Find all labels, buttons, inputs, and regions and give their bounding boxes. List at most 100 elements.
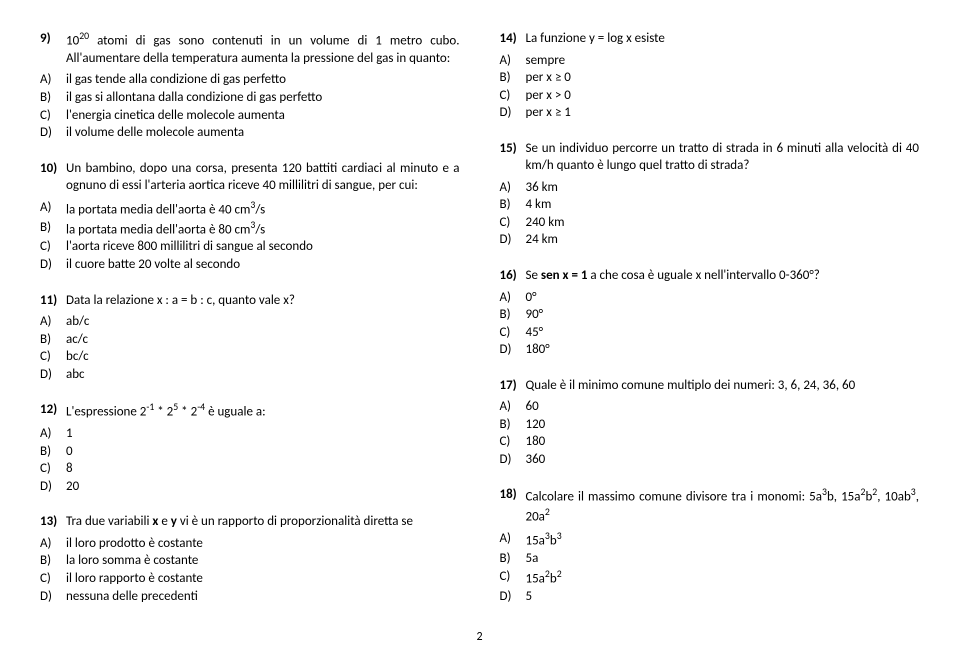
option: A)1 [40,425,460,443]
question: 14)La funzione y = log x esisteA)sempreB… [500,30,920,122]
option-text: la portata media dell'aorta è 80 cm3/s [66,219,460,239]
option-text: 1 [66,425,460,443]
option: B)4 km [500,196,920,214]
option-letter: D) [40,478,66,496]
question-number: 12) [40,401,66,421]
option-text: 120 [526,416,920,434]
option-letter: D) [40,256,66,274]
options: A)il gas tende alla condizione di gas pe… [40,71,460,141]
question: 15)Se un individuo percorre un tratto di… [500,140,920,249]
option-letter: C) [40,570,66,588]
question: 11)Data la relazione x : a = b : c, quan… [40,292,460,384]
option-letter: A) [40,199,66,219]
option: D)nessuna delle precedenti [40,588,460,606]
options: A)15a3b3B)5aC)15a2b2D)5 [500,530,920,605]
option-letter: B) [40,552,66,570]
option-letter: C) [40,107,66,125]
option: C)per x > 0 [500,87,920,105]
question-text: Calcolare il massimo comune divisore tra… [526,486,920,526]
option-text: il cuore batte 20 volte al secondo [66,256,460,274]
option-text: ac/c [66,331,460,349]
option-letter: A) [500,179,526,197]
option: B)il gas si allontana dalla condizione d… [40,89,460,107]
question: 17)Quale è il minimo comune multiplo dei… [500,377,920,469]
options: A)0°B)90°C)45°D)180° [500,289,920,359]
option: D)180° [500,341,920,359]
option-letter: B) [40,331,66,349]
option-text: 36 km [526,179,920,197]
option-text: la portata media dell'aorta è 40 cm3/s [66,199,460,219]
option: A)0° [500,289,920,307]
option-letter: D) [500,588,526,606]
option-text: 45° [526,324,920,342]
option: D)360 [500,451,920,469]
option-letter: A) [500,398,526,416]
question-text: La funzione y = log x esiste [526,30,920,48]
question-text: Un bambino, dopo una corsa, presenta 120… [66,160,460,195]
option: A)15a3b3 [500,530,920,550]
question-header: 17)Quale è il minimo comune multiplo dei… [500,377,920,395]
question-number: 10) [40,160,66,195]
question-number: 14) [500,30,526,48]
page-number: 2 [40,629,919,645]
option: C)8 [40,460,460,478]
option: A)il loro prodotto è costante [40,535,460,553]
option-text: per x > 0 [526,87,920,105]
option-text: per x ≥ 0 [526,69,920,87]
option-letter: D) [500,341,526,359]
option-letter: C) [40,460,66,478]
option-letter: A) [40,71,66,89]
option-text: 90° [526,306,920,324]
option: B)90° [500,306,920,324]
option-letter: C) [500,433,526,451]
question-text: L'espressione 2-1 * 25 * 2-4 è uguale a: [66,401,460,421]
question-header: 9)1020 atomi di gas sono contenuti in un… [40,30,460,67]
option-text: 360 [526,451,920,469]
option-text: abc [66,366,460,384]
option-text: 24 km [526,231,920,249]
option-letter: D) [500,104,526,122]
option-letter: A) [500,52,526,70]
option: B)5a [500,550,920,568]
option: C)l'energia cinetica delle molecole aume… [40,107,460,125]
option: A)36 km [500,179,920,197]
options: A)la portata media dell'aorta è 40 cm3/s… [40,199,460,274]
option-letter: B) [500,306,526,324]
option-text: 5a [526,550,920,568]
question-header: 11)Data la relazione x : a = b : c, quan… [40,292,460,310]
option: A)sempre [500,52,920,70]
option: B)per x ≥ 0 [500,69,920,87]
option: A)il gas tende alla condizione di gas pe… [40,71,460,89]
question-header: 10)Un bambino, dopo una corsa, presenta … [40,160,460,195]
question: 18)Calcolare il massimo comune divisore … [500,486,920,605]
option: D)20 [40,478,460,496]
options: A)sempreB)per x ≥ 0C)per x > 0D)per x ≥ … [500,52,920,122]
option-letter: D) [500,231,526,249]
question-text: Tra due variabili x e y vi è un rapporto… [66,513,460,531]
option-text: la loro somma è costante [66,552,460,570]
option-letter: A) [40,313,66,331]
question-number: 18) [500,486,526,526]
option-text: nessuna delle precedenti [66,588,460,606]
option-text: 60 [526,398,920,416]
option-text: il loro rapporto è costante [66,570,460,588]
option-letter: B) [40,443,66,461]
option: A)ab/c [40,313,460,331]
option: D)5 [500,588,920,606]
option-text: 0 [66,443,460,461]
page-columns: 9)1020 atomi di gas sono contenuti in un… [40,30,919,623]
question-header: 16)Se sen x = 1 a che cosa è uguale x ne… [500,267,920,285]
option-letter: A) [40,425,66,443]
option: A)la portata media dell'aorta è 40 cm3/s [40,199,460,219]
options: A)60B)120C)180D)360 [500,398,920,468]
question-text: 1020 atomi di gas sono contenuti in un v… [66,30,460,67]
left-column: 9)1020 atomi di gas sono contenuti in un… [40,30,460,623]
question-header: 14)La funzione y = log x esiste [500,30,920,48]
option: B)0 [40,443,460,461]
option-text: sempre [526,52,920,70]
option: C)240 km [500,214,920,232]
option: C)bc/c [40,348,460,366]
question-header: 15)Se un individuo percorre un tratto di… [500,140,920,175]
option-letter: C) [500,568,526,588]
option-letter: B) [500,196,526,214]
